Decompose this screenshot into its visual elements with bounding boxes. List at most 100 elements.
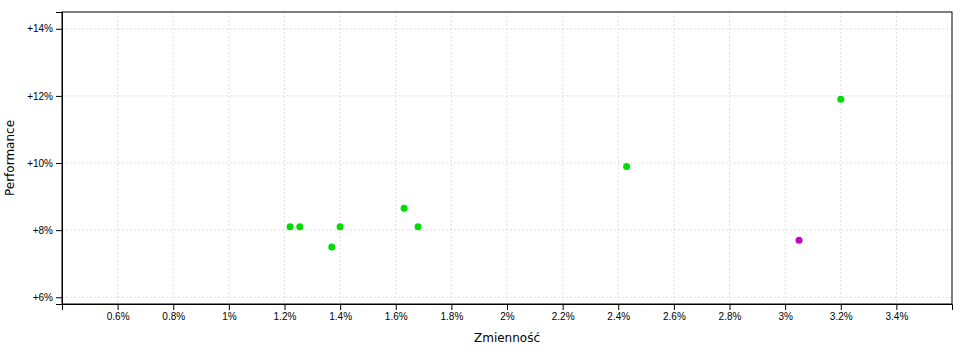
- point: [401, 205, 408, 212]
- points: [287, 96, 845, 251]
- point: [623, 163, 630, 170]
- tick-label: 2%: [500, 311, 515, 322]
- tick-label: 2.4%: [607, 311, 630, 322]
- tick-label: 0.6%: [107, 311, 130, 322]
- tick-mark: [507, 304, 508, 310]
- tick: 1.6%: [385, 304, 408, 322]
- point: [837, 96, 844, 103]
- tick: 0.8%: [162, 304, 185, 322]
- tick-mark: [56, 29, 62, 30]
- tick: 3.2%: [830, 304, 853, 322]
- grid-line-x: [340, 12, 341, 304]
- grid-line-y: [62, 297, 952, 298]
- tick: 1.4%: [329, 304, 352, 322]
- grid-line-x: [785, 12, 786, 304]
- grid-line-x: [228, 12, 229, 304]
- y-axis-title: Performance: [3, 120, 17, 196]
- tick-mark: [674, 304, 675, 310]
- grid-line-x: [896, 12, 897, 304]
- grid-line-x: [618, 12, 619, 304]
- tick-label: 2.6%: [663, 311, 686, 322]
- grid-line-x: [284, 12, 285, 304]
- tick-label: 2.2%: [552, 311, 575, 322]
- point: [337, 223, 344, 230]
- tick: 3.4%: [885, 304, 908, 322]
- tick-label: +6%: [33, 292, 53, 303]
- tick-mark: [229, 304, 230, 310]
- point: [296, 223, 303, 230]
- tick-label: 0.8%: [162, 311, 185, 322]
- tick: 2.8%: [719, 304, 742, 322]
- grid-line-x: [395, 12, 396, 304]
- tick-label: 1.4%: [329, 311, 352, 322]
- tick-mark: [730, 304, 731, 310]
- tick-mark: [618, 304, 619, 310]
- axis-domain: [63, 305, 953, 311]
- grid-line-x: [562, 12, 563, 304]
- tick-label: 1.6%: [385, 311, 408, 322]
- grid-line-x: [117, 12, 118, 304]
- tick: +8%: [33, 225, 62, 236]
- tick-label: 1.8%: [440, 311, 463, 322]
- point: [328, 243, 335, 250]
- tick: 2.2%: [552, 304, 575, 322]
- grid-line-y: [62, 230, 952, 231]
- tick-label: 3.4%: [885, 311, 908, 322]
- tick-label: +10%: [27, 158, 53, 169]
- series: [287, 96, 845, 251]
- series: [796, 237, 803, 244]
- tick-mark: [451, 304, 452, 310]
- tick-mark: [285, 304, 286, 310]
- grid-line-x: [451, 12, 452, 304]
- tick: 0.6%: [107, 304, 130, 322]
- tick-mark: [56, 230, 62, 231]
- tick-label: 1.2%: [274, 311, 297, 322]
- tick: 2%: [500, 304, 515, 322]
- grid-line-y: [62, 95, 952, 96]
- tick-label: 3%: [778, 311, 793, 322]
- tick-label: +8%: [33, 225, 53, 236]
- tick-mark: [56, 297, 62, 298]
- point: [796, 237, 803, 244]
- tick: +14%: [27, 23, 62, 34]
- y-axis: +6% +8% +10% +12% +14%: [27, 13, 62, 305]
- x-axis: 0.6% 0.8% 1% 1.2% 1.4% 1.6% 1.8% 2% 2.2% 2.4% 2.6%…: [63, 304, 953, 322]
- tick-mark: [340, 304, 341, 310]
- chart: 0.6% 0.8% 1% 1.2% 1.4% 1.6% 1.8% 2% 2.2% 2.4% 2.6%…: [0, 0, 966, 350]
- plot-frame: [62, 12, 952, 304]
- tick: 1.8%: [440, 304, 463, 322]
- tick-mark: [841, 304, 842, 310]
- tick: 2.4%: [607, 304, 630, 322]
- tick-mark: [173, 304, 174, 310]
- grid-line-y: [62, 163, 952, 164]
- plot: 0.6% 0.8% 1% 1.2% 1.4% 1.6% 1.8% 2% 2.2% 2.4% 2.6%…: [27, 12, 952, 322]
- grid-line-x: [507, 12, 508, 304]
- tick-mark: [396, 304, 397, 310]
- grid-line-x: [840, 12, 841, 304]
- tick: 1%: [222, 304, 237, 322]
- grid-line-x: [729, 12, 730, 304]
- tick-label: 1%: [222, 311, 237, 322]
- tick-mark: [785, 304, 786, 310]
- point: [287, 223, 294, 230]
- tick-label: 2.8%: [719, 311, 742, 322]
- tick-label: +14%: [27, 23, 53, 34]
- tick: 1.2%: [274, 304, 297, 322]
- tick: +10%: [27, 158, 62, 169]
- tick-mark: [56, 96, 62, 97]
- tick: +6%: [33, 292, 62, 303]
- tick: 2.6%: [663, 304, 686, 322]
- tick-label: +12%: [27, 91, 53, 102]
- axis-domain: [56, 13, 63, 305]
- grid-line-x: [173, 12, 174, 304]
- grid: [62, 12, 952, 304]
- tick-mark: [896, 304, 897, 310]
- grid-line-x: [673, 12, 674, 304]
- tick: 3%: [778, 304, 793, 322]
- tick-label: 3.2%: [830, 311, 853, 322]
- tick: +12%: [27, 91, 62, 102]
- grid-line-y: [62, 28, 952, 29]
- point: [415, 223, 422, 230]
- tick-mark: [56, 163, 62, 164]
- tick-mark: [563, 304, 564, 310]
